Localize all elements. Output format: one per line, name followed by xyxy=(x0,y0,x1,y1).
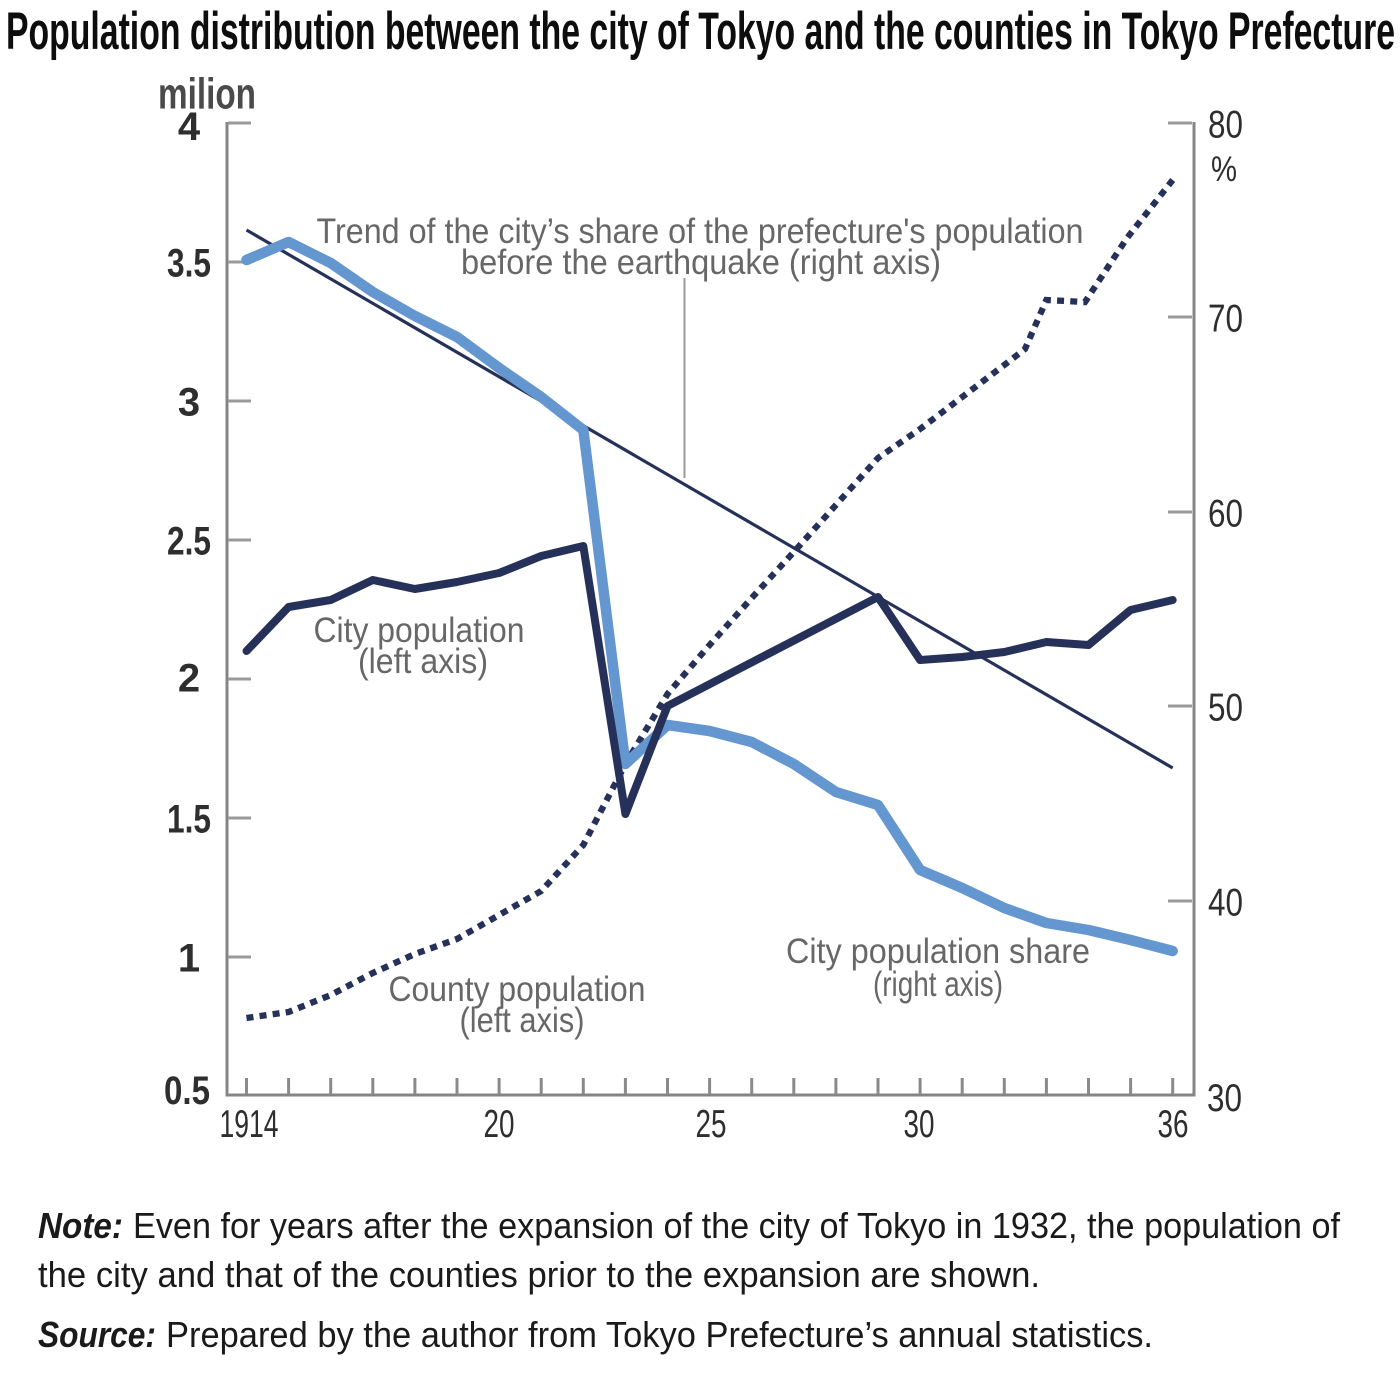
svg-text:0.5: 0.5 xyxy=(164,1069,210,1113)
svg-text:25: 25 xyxy=(696,1103,727,1146)
svg-text:City population share: City population share xyxy=(786,932,1090,971)
svg-text:Trend of the city’s share of t: Trend of the city’s share of the prefect… xyxy=(317,212,1084,251)
svg-text:(left axis): (left axis) xyxy=(460,1001,585,1040)
svg-text:Source:: Source: xyxy=(38,1314,156,1355)
svg-text:30: 30 xyxy=(904,1103,935,1146)
svg-text:2: 2 xyxy=(178,657,200,701)
svg-text:80: 80 xyxy=(1208,104,1243,147)
svg-text:the city and that of the count: the city and that of the counties prior … xyxy=(38,1254,1040,1295)
svg-text:County population: County population xyxy=(389,970,646,1009)
svg-text:3: 3 xyxy=(178,381,200,425)
svg-text:City population: City population xyxy=(314,611,525,650)
svg-text:30: 30 xyxy=(1207,1077,1242,1120)
svg-text:milion: milion xyxy=(158,70,256,119)
svg-text:60: 60 xyxy=(1208,493,1243,536)
svg-text:3.5: 3.5 xyxy=(167,242,211,286)
svg-text:(right axis): (right axis) xyxy=(873,965,1003,1004)
svg-text:%: % xyxy=(1211,150,1237,189)
svg-text:4: 4 xyxy=(178,105,201,149)
svg-text:Even for years after the expan: Even for years after the expansion of th… xyxy=(133,1205,1341,1246)
svg-text:Population distribution betwee: Population distribution between the city… xyxy=(6,2,1395,61)
svg-text:before the earthquake (right a: before the earthquake (right axis) xyxy=(461,243,941,282)
svg-text:1914: 1914 xyxy=(220,1103,279,1146)
svg-text:1: 1 xyxy=(178,937,200,981)
svg-text:50: 50 xyxy=(1208,687,1243,730)
svg-text:Prepared by the author from To: Prepared by the author from Tokyo Prefec… xyxy=(166,1314,1153,1355)
svg-text:70: 70 xyxy=(1208,298,1243,341)
svg-text:1.5: 1.5 xyxy=(167,798,211,842)
svg-text:36: 36 xyxy=(1158,1103,1189,1146)
svg-text:40: 40 xyxy=(1208,882,1243,925)
svg-text:20: 20 xyxy=(484,1103,515,1146)
svg-text:2.5: 2.5 xyxy=(167,520,211,564)
svg-text:Note:: Note: xyxy=(38,1205,123,1246)
svg-text:(left axis): (left axis) xyxy=(358,642,488,681)
